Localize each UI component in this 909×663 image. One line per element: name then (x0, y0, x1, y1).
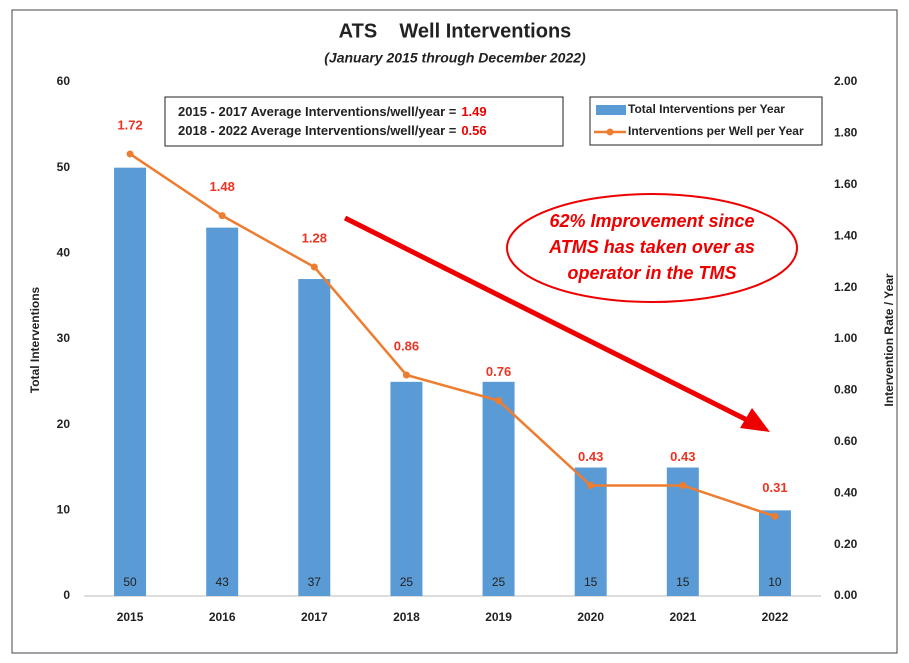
callout-text: ATMS has taken over as (548, 237, 755, 257)
y-tick-label: 50 (57, 160, 71, 174)
y2-tick-label: 0.00 (834, 588, 858, 602)
bar (298, 279, 331, 596)
chart-subtitle: (January 2015 through December 2022) (324, 50, 586, 66)
line-point (218, 212, 226, 220)
bar-value-label: 50 (123, 575, 137, 589)
y2-tick-label: 0.20 (834, 537, 858, 551)
annotation: 2018 - 2022 Average Interventions/well/y… (178, 123, 487, 138)
trend-arrow (343, 215, 757, 427)
y2-axis-title: Intervention Rate / Year (882, 273, 896, 406)
callout-ellipse (506, 193, 798, 303)
line (129, 152, 776, 518)
line-point (402, 371, 410, 379)
bar (206, 227, 239, 596)
annotation-value: 0.56 (461, 123, 486, 138)
line-value-label: 0.43 (670, 449, 695, 464)
x-tick-label: 2016 (209, 610, 236, 624)
chart-title: ATS Well Interventions (339, 20, 572, 42)
y2-tick-label: 1.20 (834, 280, 858, 294)
annotation: 2015 - 2017 Average Interventions/well/y… (178, 104, 487, 119)
legend-swatch (596, 105, 626, 115)
line-point (310, 263, 318, 271)
bar (390, 381, 423, 596)
line-point (771, 512, 779, 520)
bar-value-label: 15 (584, 575, 598, 589)
annotation-value: 1.49 (461, 104, 486, 119)
callout-text: operator in the TMS (567, 263, 736, 283)
line-point (587, 481, 595, 489)
legend-label: Interventions per Well per Year (628, 124, 804, 138)
y2-tick-label: 2.00 (834, 74, 858, 88)
x-tick-label: 2022 (762, 610, 789, 624)
x-tick-label: 2015 (117, 610, 144, 624)
line-point (126, 150, 134, 158)
y2-tick-label: 0.60 (834, 434, 858, 448)
bar (114, 167, 147, 596)
legend-label: Total Interventions per Year (628, 102, 785, 116)
line-value-label: 0.86 (394, 338, 419, 353)
bar-value-label: 37 (308, 575, 322, 589)
legend-box (589, 96, 823, 146)
line-value-label: 1.72 (117, 117, 142, 132)
legend-swatch-point (606, 128, 614, 136)
y2-tick-label: 0.80 (834, 383, 858, 397)
y2-tick-label: 1.40 (834, 228, 858, 242)
y2-tick-label: 1.60 (834, 177, 858, 191)
x-tick-label: 2021 (669, 610, 696, 624)
bar-value-label: 43 (216, 575, 230, 589)
annotation-box (164, 96, 564, 147)
bar-value-label: 15 (676, 575, 690, 589)
bar-value-label: 25 (492, 575, 506, 589)
line-value-label: 0.76 (486, 364, 511, 379)
bar-value-label: 25 (400, 575, 414, 589)
line-value-label: 0.43 (578, 449, 603, 464)
y-tick-label: 60 (57, 74, 71, 88)
y2-tick-label: 0.40 (834, 485, 858, 499)
y-tick-label: 30 (57, 331, 71, 345)
x-tick-label: 2017 (301, 610, 328, 624)
annotation-text: 2015 - 2017 Average Interventions/well/y… (178, 104, 457, 119)
callout-text: 62% Improvement since (549, 211, 754, 231)
y2-tick-label: 1.00 (834, 331, 858, 345)
y-tick-label: 20 (57, 417, 71, 431)
x-tick-label: 2019 (485, 610, 512, 624)
y-tick-label: 0 (63, 588, 70, 602)
bar (482, 381, 515, 596)
line-value-label: 1.48 (210, 179, 235, 194)
annotation-text: 2018 - 2022 Average Interventions/well/y… (178, 123, 457, 138)
y2-tick-label: 1.80 (834, 126, 858, 140)
bar-value-label: 10 (768, 575, 782, 589)
bar (758, 510, 791, 596)
x-tick-label: 2020 (577, 610, 604, 624)
line-value-label: 1.28 (302, 230, 327, 245)
x-tick-label: 2018 (393, 610, 420, 624)
line-point (495, 397, 503, 405)
y-tick-label: 40 (57, 246, 71, 260)
line-value-label: 0.31 (762, 480, 787, 495)
y-axis-title: Total Interventions (28, 286, 42, 393)
y-tick-label: 10 (57, 503, 71, 517)
trend-arrow-head (740, 408, 770, 432)
line-point (679, 481, 687, 489)
